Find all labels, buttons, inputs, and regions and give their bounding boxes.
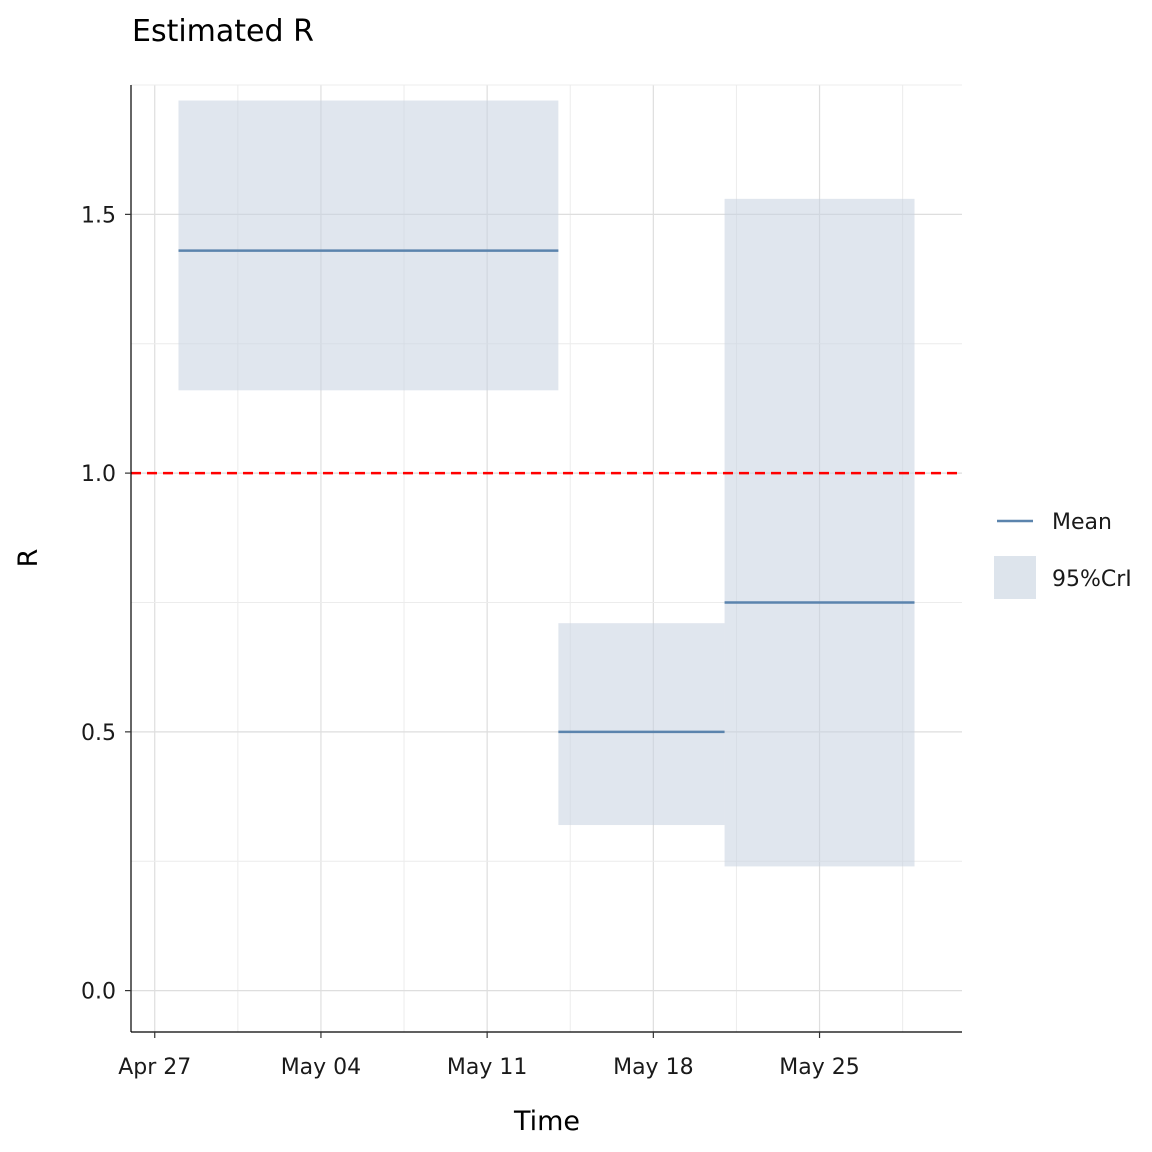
y-axis-label: R [13, 549, 44, 568]
x-tick-label: May 18 [613, 1055, 693, 1080]
x-tick-label: Apr 27 [118, 1055, 191, 1080]
legend-ci-key [994, 556, 1036, 599]
chart-title: Estimated R [132, 14, 314, 49]
x-tick-label: May 25 [779, 1055, 859, 1080]
ci-ribbon-1 [178, 100, 559, 391]
x-axis-label: Time [513, 1106, 580, 1137]
credible-intervals [178, 100, 915, 867]
y-tick-label: 0.5 [81, 721, 116, 746]
legend: Mean 95%CrI [994, 510, 1132, 599]
mean-lines [178, 249, 915, 734]
y-tick-label: 1.0 [81, 462, 116, 487]
y-tick-label: 0.0 [81, 980, 116, 1005]
y-tick-label: 1.5 [81, 203, 116, 228]
ci-ribbon-2 [558, 623, 725, 826]
x-tick-label: May 11 [447, 1055, 527, 1080]
tick-labels: Apr 27 May 04 May 11 May 18 May 25 0.0 0.5 1.0 1… [81, 203, 860, 1080]
x-tick-label: May 04 [281, 1055, 361, 1080]
legend-ci-label: 95%CrI [1052, 567, 1132, 592]
legend-mean-label: Mean [1052, 510, 1112, 535]
ci-ribbon-3 [724, 198, 915, 867]
axes [130, 85, 962, 1033]
